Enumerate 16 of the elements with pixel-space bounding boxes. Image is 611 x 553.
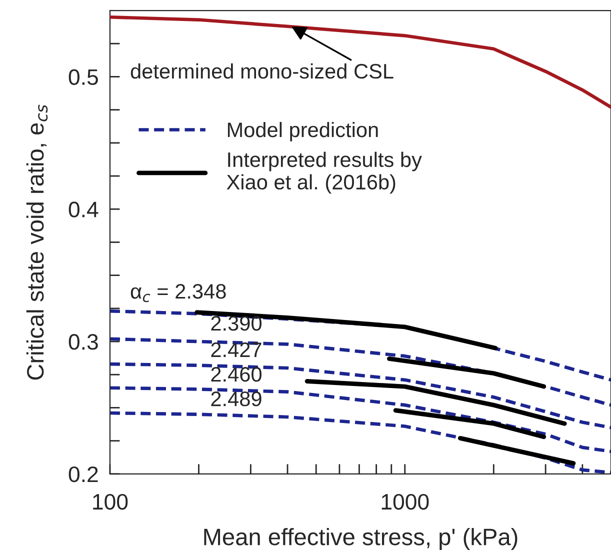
y-tick-label: 0.5 <box>68 69 98 85</box>
legend-label: Model prediction <box>228 122 378 142</box>
annotation: 2.489 <box>211 392 262 406</box>
annotation: α$_{c}$ = 2.348 <box>130 284 226 302</box>
annotation: 2.460 <box>211 366 262 382</box>
annotation: 2.390 <box>211 316 262 331</box>
y-tick-label: 0.4 <box>68 202 98 218</box>
legend-label: Interpreted results by Xiao et al. (2016b) <box>226 152 422 194</box>
x-tick-label: 100 <box>93 494 128 510</box>
y-tick-label: 0.3 <box>68 334 98 350</box>
x-tick-label: 1000 <box>382 494 429 510</box>
y-tick-label: 0.2 <box>68 466 98 482</box>
annotation: 2.427 <box>211 342 262 357</box>
annotation: determined mono-sized CSL <box>130 63 394 79</box>
x-axis-title: Mean effective stress, p' (kPa) <box>204 528 518 550</box>
y-axis-title: Critical state void ratio, e$_{cs}$ <box>26 104 48 380</box>
